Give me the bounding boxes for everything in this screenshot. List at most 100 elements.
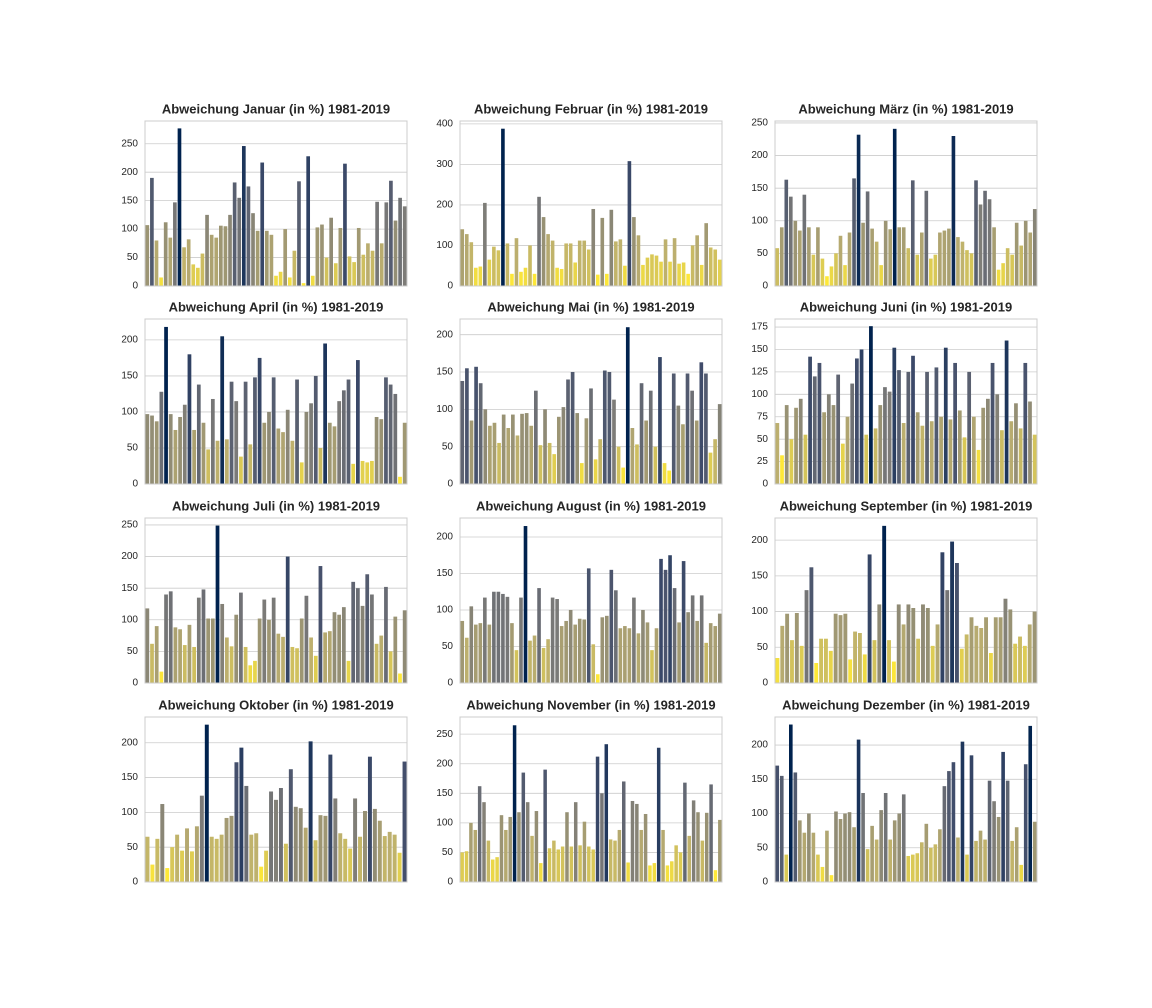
bar xyxy=(365,462,370,484)
y-tick-label: 150 xyxy=(751,570,768,581)
bar xyxy=(804,590,809,683)
y-tick-label: 50 xyxy=(442,847,454,858)
y-tick-label: 50 xyxy=(442,441,454,452)
bar xyxy=(681,424,685,484)
bar xyxy=(187,354,192,484)
bar xyxy=(652,863,657,882)
bar xyxy=(843,613,848,683)
bar xyxy=(388,384,393,484)
bar xyxy=(681,561,686,683)
bar xyxy=(393,616,398,683)
bar xyxy=(798,398,803,484)
bar xyxy=(338,227,343,286)
bar xyxy=(704,642,708,683)
bar xyxy=(855,358,859,484)
bar xyxy=(253,377,257,484)
bar xyxy=(327,631,332,683)
bar xyxy=(229,815,234,882)
chart-title: Abweichung Dezember (in %) 1981-2019 xyxy=(782,697,1030,712)
bar xyxy=(225,637,229,683)
chart-title: Abweichung Juni (in %) 1981-2019 xyxy=(800,299,1012,314)
bar xyxy=(338,833,343,882)
bar xyxy=(271,597,276,683)
bar xyxy=(784,405,789,484)
bar xyxy=(534,811,539,882)
bar xyxy=(346,660,351,683)
bar xyxy=(960,741,965,882)
chart-title: Abweichung Oktober (in %) 1981-2019 xyxy=(158,697,394,712)
bar xyxy=(287,277,292,286)
bar xyxy=(799,645,804,683)
bar xyxy=(278,271,283,286)
bar xyxy=(1027,624,1032,683)
bar xyxy=(897,813,902,882)
bar xyxy=(969,253,974,286)
bar xyxy=(623,626,627,683)
bar xyxy=(180,850,185,882)
bar xyxy=(1014,403,1018,484)
bar xyxy=(993,617,998,683)
bar xyxy=(609,209,614,286)
chart-title: Abweichung Juli (in %) 1981-2019 xyxy=(172,498,380,513)
bar xyxy=(559,626,564,683)
bar xyxy=(910,854,915,882)
bar xyxy=(259,866,264,882)
bar xyxy=(709,784,713,882)
y-tick-label: 100 xyxy=(121,224,138,235)
bar xyxy=(519,597,523,683)
bar xyxy=(379,635,384,683)
bar xyxy=(699,595,704,683)
bar xyxy=(320,224,324,286)
bar xyxy=(348,848,353,882)
bar xyxy=(775,423,780,484)
bar xyxy=(987,780,992,882)
bar xyxy=(672,238,677,286)
bar xyxy=(803,434,808,484)
axes-frame xyxy=(144,318,408,485)
bar xyxy=(671,373,676,484)
bar xyxy=(492,246,496,286)
bar xyxy=(582,821,587,882)
bar xyxy=(807,227,811,286)
bar xyxy=(333,798,338,882)
bar xyxy=(906,248,911,286)
bar xyxy=(370,594,374,683)
bar xyxy=(308,741,313,882)
chart-title: Abweichung März (in %) 1981-2019 xyxy=(798,101,1013,116)
bar xyxy=(514,650,519,683)
bar xyxy=(838,819,843,882)
bar xyxy=(794,613,799,683)
bar xyxy=(829,266,834,286)
bar xyxy=(155,838,160,882)
bar xyxy=(951,762,956,882)
bar xyxy=(234,401,239,484)
bar xyxy=(612,399,616,484)
bar xyxy=(668,555,672,683)
bar xyxy=(191,264,196,286)
bar xyxy=(892,128,897,286)
bar xyxy=(469,606,474,683)
bar xyxy=(402,206,407,286)
bar xyxy=(486,840,491,882)
bar xyxy=(323,632,327,683)
bar xyxy=(290,646,295,683)
bar xyxy=(303,827,308,882)
bar xyxy=(654,628,659,683)
bar xyxy=(150,415,154,484)
bar xyxy=(299,462,304,484)
bar xyxy=(717,259,722,286)
bar xyxy=(541,647,546,683)
bar xyxy=(487,624,492,683)
bar xyxy=(694,420,699,484)
bar xyxy=(1028,725,1033,882)
bar xyxy=(775,658,780,683)
bar xyxy=(346,379,351,484)
bar xyxy=(825,276,829,286)
bar xyxy=(497,442,501,484)
bar xyxy=(798,820,802,882)
bar xyxy=(920,842,924,882)
bar xyxy=(552,454,557,484)
bar xyxy=(205,214,209,286)
bar xyxy=(582,240,587,286)
bar xyxy=(290,440,295,484)
